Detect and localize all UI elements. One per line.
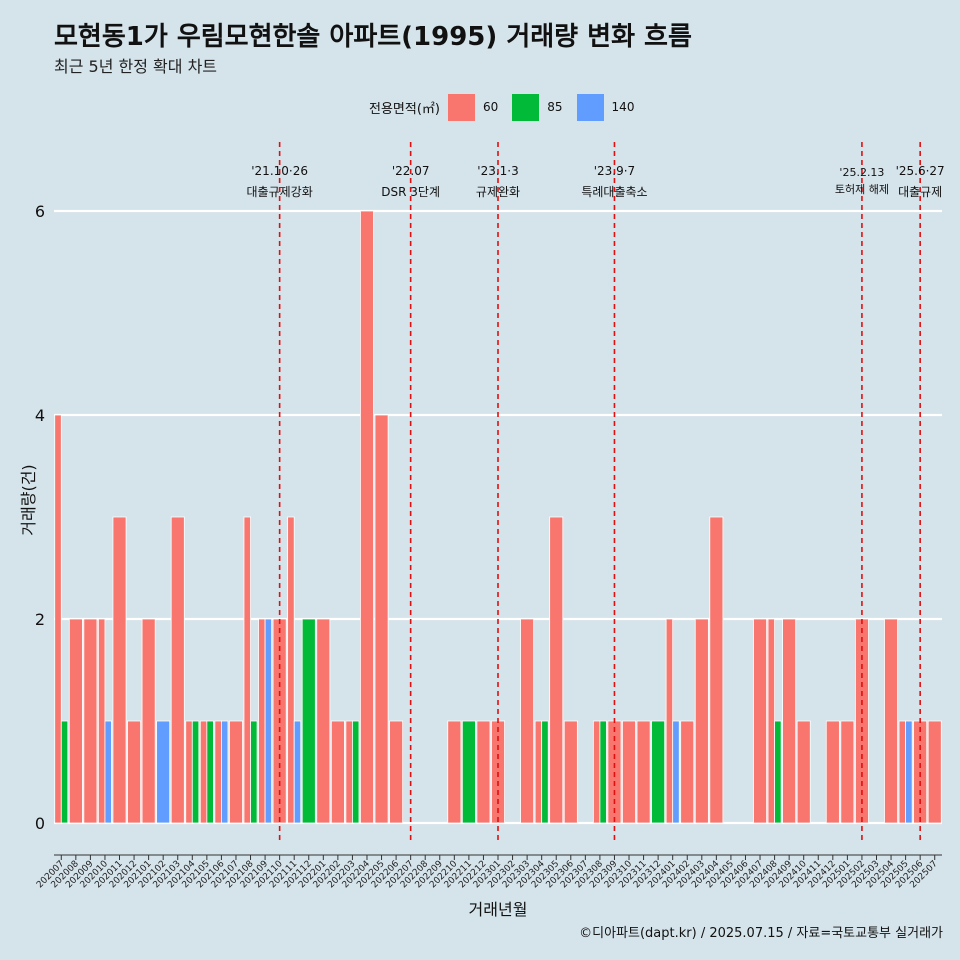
- bar-60-202106: [214, 720, 222, 824]
- event-date-label: '22.07: [392, 164, 430, 178]
- y-axis-title: 거래량(건): [19, 464, 38, 535]
- chart-title: 모현동1가 우림모현한솔 아파트(1995) 거래량 변화 흐름: [54, 22, 692, 52]
- bar-60-202410: [796, 720, 811, 824]
- bar-140-202106: [221, 720, 229, 824]
- event-date-label: '23.1·3: [477, 164, 518, 178]
- bar-60-202210: [447, 720, 462, 824]
- bar-60-202303: [520, 618, 535, 824]
- bar-85-202104: [191, 720, 200, 824]
- bar-60-202205: [374, 414, 389, 824]
- legend-item-140: 140: [576, 93, 643, 121]
- bar-60-202402: [680, 720, 695, 824]
- bar-60-202008: [68, 618, 83, 824]
- chart-subtitle: 최근 5년 한정 확대 차트: [54, 57, 218, 76]
- bar-60-202009: [83, 618, 98, 824]
- bar-60-202212: [476, 720, 491, 824]
- event-date-label: '23.9·7: [594, 164, 635, 178]
- bar-140-202010: [104, 720, 112, 824]
- bar-60-202104: [185, 720, 193, 824]
- legend-swatch-140: [576, 93, 604, 121]
- bar-60-202109: [258, 618, 266, 824]
- event-name-label: 토허제 해제: [835, 182, 889, 196]
- bar-85-202007: [60, 720, 69, 824]
- bar-85-202108: [250, 720, 258, 824]
- bar-60-202407: [753, 618, 767, 824]
- bar-85-202312: [651, 720, 666, 824]
- bar-60-202507: [927, 720, 942, 824]
- event-name-label: 대출규제강화: [247, 185, 313, 199]
- event-name-label: 대출규제: [898, 185, 942, 199]
- bar-60-202504: [884, 618, 898, 824]
- bar-60-202107: [229, 720, 243, 824]
- legend: 전용면적(㎡) 60 85 140: [369, 93, 648, 121]
- legend-swatch-60: [447, 93, 475, 121]
- bar-60-202101: [141, 618, 156, 824]
- bar-85-202105: [206, 720, 214, 824]
- y-tick-label: 0: [35, 814, 45, 833]
- event-date-label: '25.2.13: [839, 166, 884, 179]
- event-date-label: '21.10·26: [251, 164, 308, 178]
- bar-85-202203: [352, 720, 360, 824]
- bar-85-202112: [301, 618, 316, 824]
- bar-60-202103: [170, 516, 185, 824]
- bar-60-202305: [549, 516, 564, 824]
- bar-140-202102: [156, 720, 171, 824]
- legend-title: 전용면적(㎡): [369, 101, 440, 117]
- bar-60-202203: [345, 720, 353, 824]
- bar-60-202206: [389, 720, 404, 824]
- y-tick-label: 6: [35, 202, 45, 221]
- x-axis-title: 거래년월: [469, 900, 528, 919]
- bar-60-202408: [767, 618, 775, 824]
- bar-60-202012: [127, 720, 142, 824]
- bar-60-202011: [112, 516, 127, 824]
- bar-60-202310: [622, 720, 636, 824]
- y-tick-label: 4: [35, 406, 45, 425]
- legend-item-85: 85: [512, 93, 570, 121]
- legend-label-140: 140: [611, 100, 635, 114]
- event-name-label: DSR 3단계: [381, 185, 440, 199]
- bar-60-202401: [665, 618, 674, 824]
- bar-85-202408: [774, 720, 782, 824]
- legend-swatch-85: [512, 93, 540, 121]
- bar-60-202007: [54, 414, 62, 824]
- bar-60-202311: [636, 720, 651, 824]
- y-tick-label: 2: [35, 610, 45, 629]
- bar-60-202308: [592, 720, 601, 824]
- legend-label-60: 60: [482, 100, 499, 114]
- bar-85-202308: [599, 720, 607, 824]
- bar-140-202111: [293, 720, 302, 824]
- bar-140-202109: [264, 618, 273, 824]
- bar-60-202304: [534, 720, 543, 824]
- bar-60-202201: [316, 618, 331, 824]
- bar-140-202401: [672, 720, 680, 824]
- bar-60-202505: [898, 720, 907, 824]
- bar-60-202404: [709, 516, 724, 824]
- bar-60-202010: [98, 618, 106, 824]
- bar-60-202409: [782, 618, 797, 824]
- event-name-label: 규제완화: [476, 185, 520, 199]
- bar-60-202108: [243, 516, 251, 824]
- legend-item-60: 60: [447, 93, 506, 121]
- bar-85-202211: [461, 720, 476, 824]
- bar-85-202304: [541, 720, 549, 824]
- bar-140-202505: [905, 720, 913, 824]
- event-date-label: '25.6·27: [896, 164, 945, 178]
- bar-60-202501: [840, 720, 855, 824]
- legend-label-85: 85: [547, 100, 563, 114]
- bar-60-202204: [360, 210, 374, 824]
- source-caption: ©디아파트(dapt.kr) / 2025.07.15 / 자료=국토교통부 실…: [579, 926, 943, 941]
- bar-60-202202: [330, 720, 345, 824]
- bar-60-202403: [694, 618, 709, 824]
- bar-60-202111: [287, 516, 295, 824]
- bar-60-202306: [563, 720, 578, 824]
- bar-60-202105: [199, 720, 208, 824]
- event-name-label: 특례대출축소: [581, 185, 647, 199]
- bar-60-202412: [825, 720, 840, 824]
